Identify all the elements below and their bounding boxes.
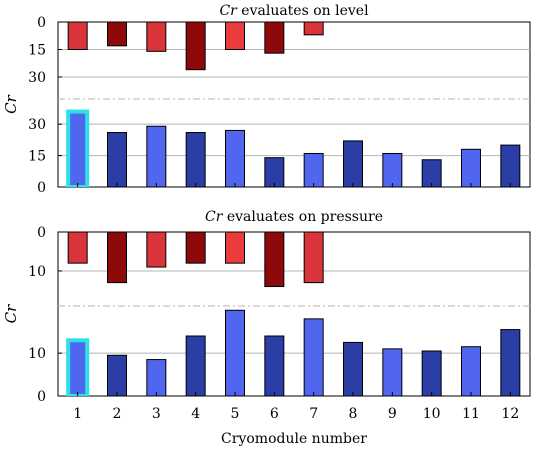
xtick-label: 12 [501, 406, 519, 422]
ytick-label: 30 [28, 70, 46, 86]
bar-top [146, 21, 167, 52]
bar-top [303, 231, 324, 284]
ytick-label: 30 [28, 117, 46, 133]
bar-bottom [264, 157, 285, 188]
bar-top [146, 231, 167, 268]
bar-top [185, 21, 206, 71]
bar-bottom [185, 132, 206, 188]
title-math: Cr [205, 209, 224, 225]
bar-bottom [343, 341, 363, 397]
bar-bottom [382, 152, 403, 188]
bar-bottom [70, 113, 86, 185]
xtick-label: 9 [388, 406, 397, 422]
panel-title: Cr evaluates on pressure [205, 209, 383, 225]
bar-top [67, 231, 88, 264]
title-text: evaluates on level [237, 3, 369, 19]
bar-bottom [421, 159, 442, 188]
bar-bottom [303, 318, 324, 397]
xtick-label: 7 [309, 406, 318, 422]
panel-title: Cr evaluates on level [219, 3, 369, 19]
ytick-label: 15 [28, 149, 46, 165]
bar-top [225, 21, 245, 50]
bar-top [225, 231, 245, 264]
ytick-label: 0 [37, 225, 46, 241]
bar-bottom [107, 132, 127, 188]
xtick-label: 2 [113, 406, 122, 422]
bar-top [264, 21, 285, 54]
bar-top [67, 21, 88, 50]
plot-frame [57, 21, 531, 188]
ytick-label: 0 [37, 389, 46, 405]
bar-bottom [146, 359, 167, 397]
bar-top [185, 231, 206, 264]
title-math: Cr [219, 3, 238, 19]
bar-bottom [461, 346, 481, 397]
bar-top [264, 231, 285, 288]
xtick-label: 10 [423, 406, 441, 422]
xtick-label: 8 [349, 406, 358, 422]
bar-bottom [382, 348, 403, 397]
y-axis-label: Cr [2, 304, 20, 323]
bar-bottom [343, 140, 363, 188]
bar-bottom [107, 354, 127, 397]
ytick-label: 0 [37, 180, 46, 196]
x-axis-label: Cryomodule number [221, 431, 367, 447]
bar-bottom [421, 350, 442, 397]
xtick-label: 1 [73, 406, 82, 422]
plot-frame [57, 231, 531, 397]
xtick-label: 6 [270, 406, 279, 422]
xtick-label: 3 [152, 406, 161, 422]
bar-bottom [225, 309, 245, 397]
bar-top [107, 21, 127, 47]
bar-bottom [303, 152, 324, 188]
y-axis-label: Cr [2, 94, 20, 113]
title-text: evaluates on pressure [222, 209, 383, 225]
bar-top [303, 21, 324, 36]
bar-top [107, 231, 127, 284]
bar-bottom [185, 335, 206, 397]
xtick-label: 5 [231, 406, 240, 422]
level-panel: Cr evaluates on level 0 15 30 0 15 30 Cr [2, 3, 531, 196]
bar-bottom [500, 144, 521, 188]
bar-bottom [500, 329, 521, 397]
bar-bottom [264, 335, 285, 397]
ytick-label: 10 [28, 264, 46, 280]
xtick-label: 11 [462, 406, 480, 422]
ytick-label: 10 [28, 346, 46, 362]
ytick-label: 15 [28, 43, 46, 59]
bar-bottom [461, 148, 481, 188]
bar-bottom [70, 342, 86, 394]
pressure-panel: Cr evaluates on pressure 0 10 0 10 Cr [2, 209, 531, 405]
bar-bottom [225, 129, 245, 188]
ytick-label: 0 [37, 15, 46, 31]
bar-bottom [146, 125, 167, 188]
xtick-label: 4 [191, 406, 200, 422]
